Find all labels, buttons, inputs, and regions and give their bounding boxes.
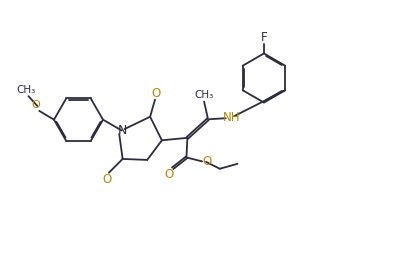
Text: F: F (261, 31, 268, 44)
Text: N: N (118, 125, 127, 138)
Text: CH₃: CH₃ (194, 90, 214, 100)
Text: O: O (165, 168, 174, 181)
Text: O: O (31, 100, 40, 110)
Text: CH₃: CH₃ (16, 85, 35, 95)
Text: O: O (102, 172, 112, 185)
Text: O: O (202, 155, 212, 168)
Text: O: O (151, 87, 161, 100)
Text: NH: NH (223, 111, 241, 124)
